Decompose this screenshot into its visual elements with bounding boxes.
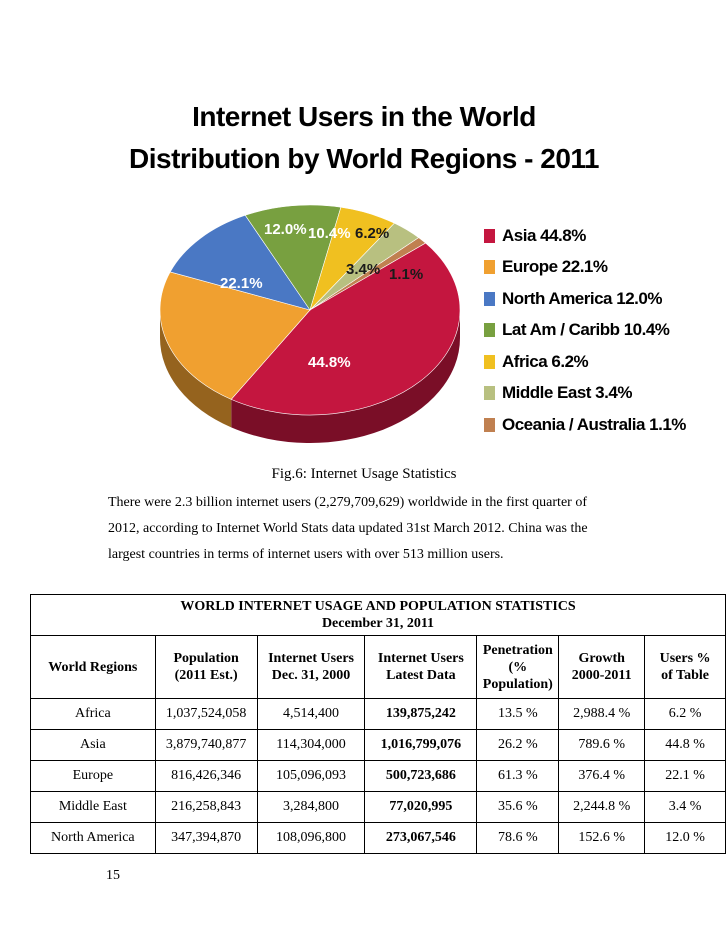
cell-users-2000: 3,284,800 bbox=[256, 791, 366, 823]
cell-population: 3,879,740,877 bbox=[154, 729, 258, 761]
cell-region: Middle East bbox=[30, 791, 156, 823]
cell-penetration: 13.5 % bbox=[476, 698, 560, 730]
cell-growth: 2,244.8 % bbox=[558, 791, 646, 823]
table-header-row: World Regions Population (2011 Est.) Inte… bbox=[30, 635, 726, 699]
pie-chart: 44.8% 22.1% 12.0% 10.4% 6.2% 3.4% 1.1% bbox=[159, 204, 461, 443]
header-population: Population (2011 Est.) bbox=[154, 635, 258, 699]
legend-label: Africa 6.2% bbox=[502, 351, 589, 371]
cell-users-2000: 108,096,800 bbox=[256, 822, 366, 854]
table-title: WORLD INTERNET USAGE AND POPULATION STAT… bbox=[30, 594, 726, 636]
cell-region: Europe bbox=[30, 760, 156, 792]
legend-item-middle-east: Middle East 3.4% bbox=[484, 378, 686, 410]
cell-users-percent: 44.8 % bbox=[644, 729, 726, 761]
legend-item-latam: Lat Am / Caribb 10.4% bbox=[484, 315, 686, 347]
legend-swatch bbox=[484, 323, 495, 338]
legend-item-africa: Africa 6.2% bbox=[484, 346, 686, 378]
legend-item-oceania: Oceania / Australia 1.1% bbox=[484, 409, 686, 441]
cell-users-2000: 114,304,000 bbox=[256, 729, 366, 761]
data-label-oceania-australia: 1.1% bbox=[389, 266, 423, 283]
cell-population: 216,258,843 bbox=[154, 791, 258, 823]
header-users-2000: Internet Users Dec. 31, 2000 bbox=[256, 635, 366, 699]
pie-slice-lat-am-caribb bbox=[244, 204, 342, 311]
pie-slice-asia bbox=[230, 242, 461, 416]
legend-label: North America 12.0% bbox=[502, 288, 662, 308]
cell-penetration: 61.3 % bbox=[476, 760, 560, 792]
table-title-line: WORLD INTERNET USAGE AND POPULATION STAT… bbox=[180, 599, 576, 614]
legend-swatch bbox=[484, 291, 495, 306]
header-penetration: Penetration (% Population) bbox=[476, 635, 560, 699]
cell-region: Africa bbox=[30, 698, 156, 730]
cell-users-latest: 77,020,995 bbox=[364, 791, 478, 823]
pie-side-europe bbox=[160, 310, 232, 428]
paragraph-line: There were 2.3 billion internet users (2… bbox=[108, 495, 587, 510]
legend-swatch bbox=[484, 260, 495, 275]
page-number: 15 bbox=[106, 868, 120, 883]
cell-population: 1,037,524,058 bbox=[154, 698, 258, 730]
data-label-europe: 22.1% bbox=[220, 275, 263, 292]
cell-penetration: 78.6 % bbox=[476, 822, 560, 854]
cell-growth: 2,988.4 % bbox=[558, 698, 646, 730]
data-label-africa: 6.2% bbox=[355, 225, 389, 242]
cell-users-percent: 6.2 % bbox=[644, 698, 726, 730]
chart-legend: Asia 44.8% Europe 22.1% North America 12… bbox=[484, 220, 686, 441]
body-paragraph: There were 2.3 billion internet users (2… bbox=[108, 490, 618, 568]
cell-users-latest: 139,875,242 bbox=[364, 698, 478, 730]
legend-item-asia: Asia 44.8% bbox=[484, 220, 686, 252]
data-label-lat-am-caribb: 10.4% bbox=[308, 225, 351, 242]
cell-users-percent: 3.4 % bbox=[644, 791, 726, 823]
header-users-latest: Internet Users Latest Data bbox=[364, 635, 478, 699]
data-label-north-america: 12.0% bbox=[264, 221, 307, 238]
cell-population: 816,426,346 bbox=[154, 760, 258, 792]
cell-penetration: 26.2 % bbox=[476, 729, 560, 761]
table-title-date: December 31, 2011 bbox=[321, 616, 435, 631]
paragraph-line: 2012, according to Internet World Stats … bbox=[108, 521, 588, 536]
cell-users-2000: 105,096,093 bbox=[256, 760, 366, 792]
cell-penetration: 35.6 % bbox=[476, 791, 560, 823]
legend-label: Asia 44.8% bbox=[502, 225, 586, 245]
legend-swatch bbox=[484, 228, 495, 243]
cell-population: 347,394,870 bbox=[154, 822, 258, 854]
header-growth: Growth 2000-2011 bbox=[558, 635, 646, 699]
table-row: Middle East 216,258,843 3,284,800 77,020… bbox=[30, 791, 726, 823]
pie-slice-europe bbox=[159, 271, 311, 400]
pie-side-asia bbox=[231, 310, 460, 443]
chart-subtitle: Distribution by World Regions - 2011 bbox=[129, 143, 600, 174]
cell-users-percent: 22.1 % bbox=[644, 760, 726, 792]
figure-caption: Fig.6: Internet Usage Statistics bbox=[271, 466, 457, 482]
header-users-percent: Users % of Table bbox=[644, 635, 726, 699]
cell-users-percent: 12.0 % bbox=[644, 822, 726, 854]
legend-swatch bbox=[484, 386, 495, 401]
legend-label: Europe 22.1% bbox=[502, 257, 608, 277]
chart-title: Internet Users in the World bbox=[192, 101, 536, 132]
cell-users-2000: 4,514,400 bbox=[256, 698, 366, 730]
legend-item-europe: Europe 22.1% bbox=[484, 252, 686, 284]
table-row: Europe 816,426,346 105,096,093 500,723,6… bbox=[30, 760, 726, 792]
legend-label: Lat Am / Caribb 10.4% bbox=[502, 320, 670, 340]
cell-region: North America bbox=[30, 822, 156, 854]
table-row: Asia 3,879,740,877 114,304,000 1,016,799… bbox=[30, 729, 726, 761]
statistics-table: WORLD INTERNET USAGE AND POPULATION STAT… bbox=[30, 594, 726, 854]
cell-users-latest: 500,723,686 bbox=[364, 760, 478, 792]
pie-slice-africa bbox=[309, 206, 395, 311]
table-row: North America 347,394,870 108,096,800 27… bbox=[30, 822, 726, 854]
cell-growth: 152.6 % bbox=[558, 822, 646, 854]
legend-swatch bbox=[484, 354, 495, 369]
pie-slice-north-america bbox=[169, 214, 311, 311]
legend-label: Middle East 3.4% bbox=[502, 383, 632, 403]
data-label-middle-east: 3.4% bbox=[346, 261, 380, 278]
cell-users-latest: 273,067,546 bbox=[364, 822, 478, 854]
cell-region: Asia bbox=[30, 729, 156, 761]
cell-growth: 789.6 % bbox=[558, 729, 646, 761]
data-label-asia: 44.8% bbox=[308, 354, 351, 371]
header-regions: World Regions bbox=[30, 635, 156, 699]
cell-users-latest: 1,016,799,076 bbox=[364, 729, 478, 761]
cell-growth: 376.4 % bbox=[558, 760, 646, 792]
legend-swatch bbox=[484, 417, 495, 432]
legend-item-north-america: North America 12.0% bbox=[484, 283, 686, 315]
paragraph-line: largest countries in terms of internet u… bbox=[108, 547, 504, 562]
legend-label: Oceania / Australia 1.1% bbox=[502, 414, 686, 434]
table-row: Africa 1,037,524,058 4,514,400 139,875,2… bbox=[30, 698, 726, 730]
